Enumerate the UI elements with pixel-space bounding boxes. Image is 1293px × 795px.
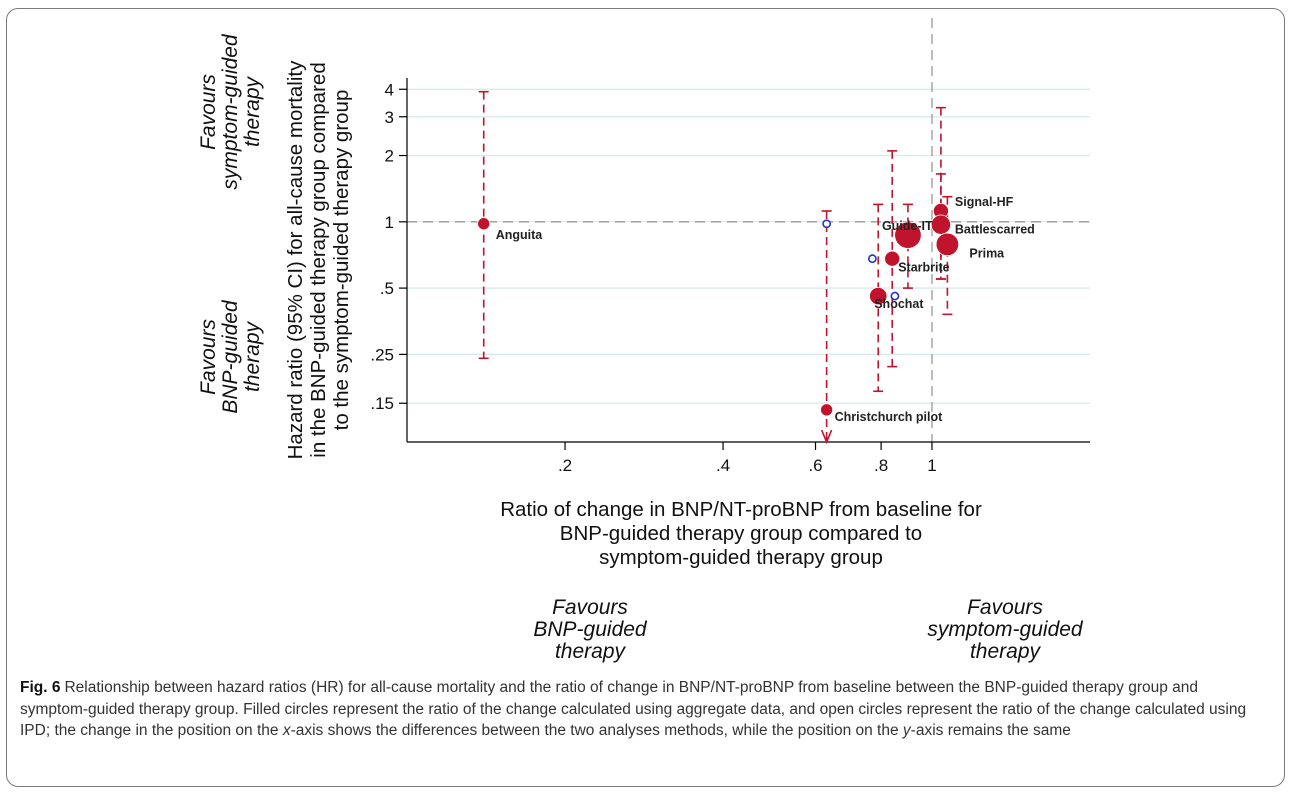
study-label: Guide-IT [882, 219, 933, 233]
y-tick-label: 2 [385, 147, 394, 166]
y-tick-label: 1 [385, 213, 394, 232]
y-axis-title-line: in the BNP-guided therapy group compared [307, 62, 330, 457]
study-label: Shochat [874, 297, 924, 311]
study-label: Battlescarred [955, 223, 1035, 237]
y-top-note-line3: therapy [241, 76, 264, 148]
ipd-point-open [822, 219, 832, 229]
caption-text-3: -axis remains the same [910, 722, 1071, 739]
x-right-note-line3: therapy [969, 640, 1041, 663]
x-axis-title-line: symptom-guided therapy group [599, 546, 883, 569]
study-point-filled [477, 217, 491, 231]
x-left-note-line3: therapy [554, 640, 626, 663]
x-right-note-line1: Favours [967, 596, 1043, 619]
study-point-filled [869, 286, 888, 306]
x-axis-title-line: Ratio of change in BNP/NT-proBNP from ba… [500, 498, 982, 521]
y-tick-label: 3 [385, 108, 394, 127]
study-point-filled [884, 250, 901, 267]
y-axis-title-line: Hazard ratio (95% CI) for all-cause mort… [284, 60, 307, 459]
x-axis-title: Ratio of change in BNP/NT-proBNP from ba… [500, 498, 982, 569]
study-label: Prima [969, 246, 1005, 260]
reference-lines [407, 18, 1090, 442]
x-left-favours-note: Favours BNP-guided therapy [480, 597, 700, 663]
x-right-note-line2: symptom-guided [927, 618, 1083, 641]
caption-text-2: -axis shows the differences between the … [290, 722, 903, 739]
y-bottom-note-line1: Favours [197, 319, 220, 395]
caption-y-symbol: y [902, 722, 911, 739]
ipd-point-open [867, 254, 877, 264]
study-label: Anguita [496, 228, 544, 242]
y-axis-title-line: to the symptom-guided therapy group [330, 90, 353, 431]
scatter-chart: .15 .25 .5 1 2 3 4 .2 .4 .6 .8 1 Anguita Guide-IT Sig… [284, 18, 1090, 569]
y-tick-label: 4 [385, 80, 394, 99]
x-tick-label: .2 [558, 456, 572, 475]
study-point-filled [935, 232, 960, 257]
y-tick-label: .15 [370, 394, 394, 413]
x-axis-title-line: BNP-guided therapy group compared to [560, 522, 922, 545]
caption-text-1: Relationship between hazard ratios (HR) … [20, 679, 1247, 739]
y-tick-label: .5 [380, 279, 394, 298]
y-axis-title-group: Hazard ratio (95% CI) for all-cause mort… [284, 60, 353, 459]
ci-arrow-lower [820, 429, 833, 445]
y-top-note-line1: Favours [197, 74, 220, 150]
y-bottom-favours-note: Favours BNP-guided therapy [195, 300, 267, 414]
y-tick-label: .25 [370, 345, 394, 364]
data-points [477, 202, 960, 417]
x-left-note-line2: BNP-guided [533, 618, 647, 641]
confidence-intervals [478, 90, 953, 445]
y-bottom-note-line2: BNP-guided [219, 300, 242, 414]
y-top-note-line2: symptom-guided [219, 34, 242, 190]
study-point-filled [820, 403, 834, 417]
grid-layer [407, 88, 1090, 404]
study-label: Christchurch pilot [835, 410, 943, 424]
x-tick-label: .8 [874, 456, 888, 475]
study-labels: Anguita Guide-IT Signal-HF Battlescarred Pri… [496, 195, 1035, 424]
study-point-filled [930, 214, 952, 235]
ipd-point-open [890, 291, 900, 301]
figure-caption: Fig. 6 Relationship between hazard ratios… [20, 677, 1270, 742]
study-label: Starbrite [898, 261, 949, 275]
y-bottom-note-line3: therapy [241, 321, 264, 393]
x-tick-label: .6 [808, 456, 822, 475]
y-top-favours-note: Favours symptom-guided therapy [195, 32, 267, 192]
x-left-note-line1: Favours [552, 596, 628, 619]
study-label: Signal-HF [955, 195, 1014, 209]
x-tick-label: .4 [716, 456, 730, 475]
axes: .15 .25 .5 1 2 3 4 .2 .4 .6 .8 1 [370, 78, 1090, 475]
figure-frame [6, 8, 1285, 787]
figure-label: Fig. 6 [20, 679, 61, 696]
y-axis-title: Hazard ratio (95% CI) for all-cause mort… [284, 60, 353, 459]
x-tick-label: 1 [927, 456, 936, 475]
x-right-favours-note: Favours symptom-guided therapy [880, 597, 1130, 663]
study-point-filled [894, 221, 922, 249]
caption-x-symbol: x [282, 722, 291, 739]
